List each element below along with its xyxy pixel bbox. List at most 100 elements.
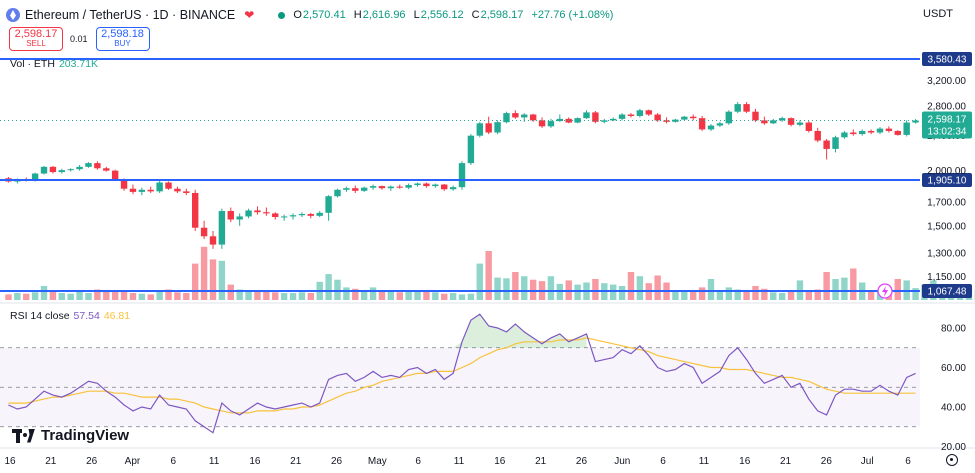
horizontal-lines[interactable]: 3,580.43 1,905.10 1,067.48 [0,52,972,299]
volume-bar [325,274,332,300]
time-tick-label: 6 [905,456,911,467]
alert-lightning-glyph [882,286,888,297]
candle-body [298,214,306,216]
buy-button[interactable]: 2,598.18 BUY [95,27,150,51]
candle-body [645,110,652,115]
candle-body [67,169,74,171]
volume-bar [716,291,724,300]
rsi-lines [8,313,916,434]
time-tick-label: 26 [576,456,588,467]
symbol-title[interactable]: Ethereum / TetherUS · 1D · BINANCE [25,8,236,22]
volume-bar [814,289,821,300]
volume-bar [94,289,101,300]
candle-body [387,186,395,189]
candle-body [325,196,332,213]
rsi-legend-label: RSI 14 close [10,310,70,322]
symbol-header[interactable]: Ethereum / TetherUS · 1D · BINANCE ❤ O2,… [6,6,618,24]
candle-body [716,123,724,126]
candle-body [236,216,243,220]
candle-body [227,211,234,220]
time-tick-label: 21 [45,456,57,467]
candle-body [681,116,688,120]
candle-body [903,122,910,135]
time-tick-label: 26 [331,456,343,467]
volume-legend-label: Vol · ETH [10,58,55,70]
volume-bar [832,279,839,300]
price-tick-label: 2,800.00 [927,102,966,113]
time-tick-label: 16 [4,456,16,467]
time-tick-label: 16 [249,456,261,467]
candle-body [467,135,475,164]
price-tick-label: 3,200.00 [927,76,966,87]
candle-body [858,130,866,135]
candle-body [690,116,697,119]
time-tick-label: 21 [535,456,547,467]
horizontal-line-label-bg [922,172,972,187]
candle-body [183,191,190,193]
time-tick-label: 16 [739,456,751,467]
candle-body [449,187,457,190]
candle-body [609,118,617,121]
candle-body [245,210,252,217]
volume-bar [787,291,795,300]
favorite-heart-icon[interactable]: ❤ [244,8,255,22]
rsi-tick-label: 20.00 [941,442,966,453]
rsi-overbought-fill [453,341,462,348]
tradingview-logo[interactable]: TradingView [12,427,129,444]
volume-bar [165,289,172,300]
candle-body [752,111,759,121]
volume-bar [912,288,919,300]
volume-bar [449,293,457,300]
candle-body [538,120,546,127]
last-price-label: 2,598.17 [928,114,967,125]
volume-bar [636,276,644,300]
candle-body [76,166,83,170]
volume-bar [369,287,377,300]
volume-bar [23,293,30,300]
rsi-legend[interactable]: RSI 14 close 57.54 46.81 [10,310,130,322]
time-tick-label: 21 [780,456,792,467]
candle-body [458,163,466,188]
candle-body [360,187,368,191]
volume-bar [485,251,492,300]
buy-label: BUY [114,39,131,48]
volume-bar [156,290,163,300]
volume-bars [5,246,975,300]
volume-bar [138,293,146,300]
volume-bar [841,277,848,300]
candle-body [209,236,217,245]
tradingview-logo-icon [12,428,36,443]
candle-body [698,118,706,130]
volume-bar [120,291,128,300]
candle-body [289,215,297,217]
time-tick-label: 26 [86,456,98,467]
volume-bar [14,293,21,300]
candle-body [272,213,279,218]
time-tick-label: 21 [290,456,302,467]
volume-bar [58,293,66,300]
candle-body [832,137,839,149]
sell-button[interactable]: 2,598.17 SELL [9,27,63,51]
price-tick-label: 2,000.00 [927,166,966,177]
volume-legend[interactable]: Vol · ETH 203.71K [10,58,98,70]
rsi-overbought-fill [488,326,498,348]
volume-bar [850,268,857,300]
volume-bar [227,284,234,300]
currency-label[interactable]: USDT [923,8,953,20]
price-axis[interactable]: 3,200.002,800.002,400.002,000.001,700.00… [922,76,972,453]
time-axis[interactable]: 16 21 26 Apr 6 11 16 21 26 May 6 11 16 21 26 Jun 6 11 16 21… [4,456,911,467]
trade-buttons: 2,598.17 SELL 0.01 2,598.18 BUY [9,27,150,51]
candle-body [654,114,661,121]
volume-bar [307,293,315,300]
volume-bar [200,246,208,300]
candle-body [218,211,226,245]
settings-target-icon[interactable] [946,454,958,466]
volume-bar [654,275,661,300]
rsi-tick-label: 40.00 [941,403,966,414]
volume-bar [236,289,243,300]
candle-body [663,120,670,122]
volume-bar [761,288,768,300]
volume-bar [103,291,110,300]
rsi-pane [0,302,975,449]
